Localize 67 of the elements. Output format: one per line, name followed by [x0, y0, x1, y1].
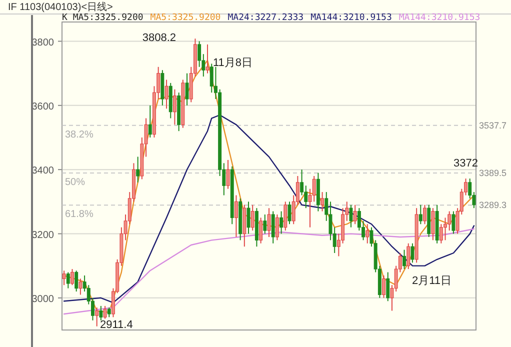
candlestick [312, 176, 316, 202]
candlestick [402, 249, 406, 270]
candlestick [259, 217, 263, 244]
candlestick [226, 159, 230, 190]
candlestick [263, 214, 267, 234]
annotation: 3372 [454, 158, 478, 170]
line-series [63, 228, 475, 315]
text: MA24:3227.2333 [228, 13, 304, 23]
candlestick [66, 272, 70, 289]
candlestick [185, 72, 189, 106]
candlestick [206, 44, 210, 74]
ref-line-label: 3389.5 [479, 168, 507, 178]
annotation: 3808.2 [142, 32, 176, 44]
candlestick [234, 194, 238, 238]
candlestick [382, 274, 386, 298]
y-tick-label: 3000 [32, 294, 54, 305]
candlestick [271, 210, 275, 244]
candlestick [423, 204, 426, 225]
candlestick [164, 79, 168, 110]
annotation: 2月11日 [412, 275, 452, 287]
y-tick-label: 3600 [32, 101, 54, 112]
candlestick [275, 214, 279, 241]
annotation: 50% [65, 176, 86, 188]
candlestick [74, 270, 78, 292]
annotation: MA144:3210.9153 [310, 13, 392, 23]
annotation: 61.8% [65, 209, 94, 220]
y-tick-label: 3400 [32, 166, 54, 177]
ref-line-label: 3289.3 [479, 200, 507, 210]
candlestick [406, 242, 410, 270]
text: MA144:3210.9153 [398, 13, 480, 23]
candlestick [366, 224, 370, 244]
candlestick [136, 156, 140, 183]
candlestick [198, 40, 202, 68]
candlestick [62, 270, 66, 286]
candlestick [250, 204, 254, 232]
candlestick [353, 204, 357, 225]
candlestick [349, 204, 353, 228]
candlestick [107, 307, 111, 318]
annotation: 38.2% [65, 129, 94, 140]
candlestick [444, 217, 447, 241]
chart-title: IF 1103(040103)<日线> [8, 1, 114, 13]
candlestick [418, 204, 422, 225]
candlestick [386, 272, 390, 302]
candlestick [78, 278, 82, 296]
candlestick [280, 210, 284, 234]
y-tick-label: 3200 [32, 230, 54, 241]
candlestick [288, 201, 292, 225]
chart-subtitle: K MA5:3325.9200 [62, 13, 144, 23]
candlestick [148, 104, 152, 138]
candlestick [431, 208, 435, 241]
candlestick [103, 305, 107, 320]
text: MA5:3325.9200 [150, 13, 221, 23]
candlestick [172, 88, 176, 126]
candlestick [70, 268, 74, 286]
candlestick [246, 201, 250, 234]
y-tick-label: 3800 [32, 37, 54, 48]
candlestick [439, 224, 443, 244]
candlestick [99, 305, 103, 321]
ref-line-label: 3537.7 [479, 120, 507, 130]
candlestick [284, 201, 288, 232]
candlestick [267, 208, 271, 238]
annotation: 2911.4 [100, 319, 133, 331]
annotation: 11月8日 [213, 57, 253, 69]
candlestick [410, 242, 414, 264]
candlestick [95, 307, 99, 327]
candlestick [320, 192, 324, 212]
candlestick [452, 210, 456, 234]
